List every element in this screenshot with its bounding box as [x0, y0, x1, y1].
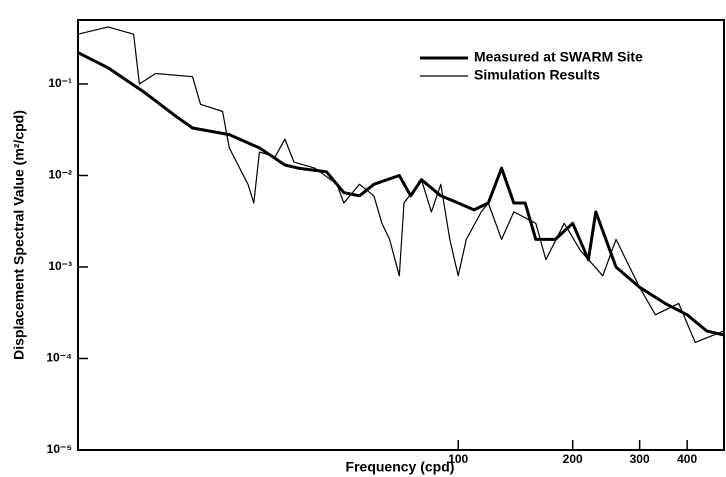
series-line	[77, 26, 725, 343]
y-tick-label: 10⁻⁴	[46, 351, 72, 365]
x-tick-label: 100	[448, 452, 468, 466]
legend-label: Measured at SWARM Site	[474, 49, 643, 65]
legend-label: Simulation Results	[474, 67, 600, 83]
y-tick-label: 10⁻¹	[48, 76, 72, 90]
x-axis-label: Frequency (cpd)	[346, 459, 455, 475]
plot-frame	[77, 19, 725, 451]
series-line	[77, 51, 725, 337]
y-tick-label: 10⁻³	[48, 259, 72, 273]
y-tick-label: 10⁻²	[48, 168, 72, 182]
x-tick-label: 400	[677, 452, 697, 466]
y-axis-label: Displacement Spectral Value (m²/cpd)	[11, 110, 27, 360]
x-tick-label: 200	[563, 452, 583, 466]
x-tick-label: 300	[630, 452, 650, 466]
y-tick-label: 10⁻⁵	[47, 442, 72, 456]
